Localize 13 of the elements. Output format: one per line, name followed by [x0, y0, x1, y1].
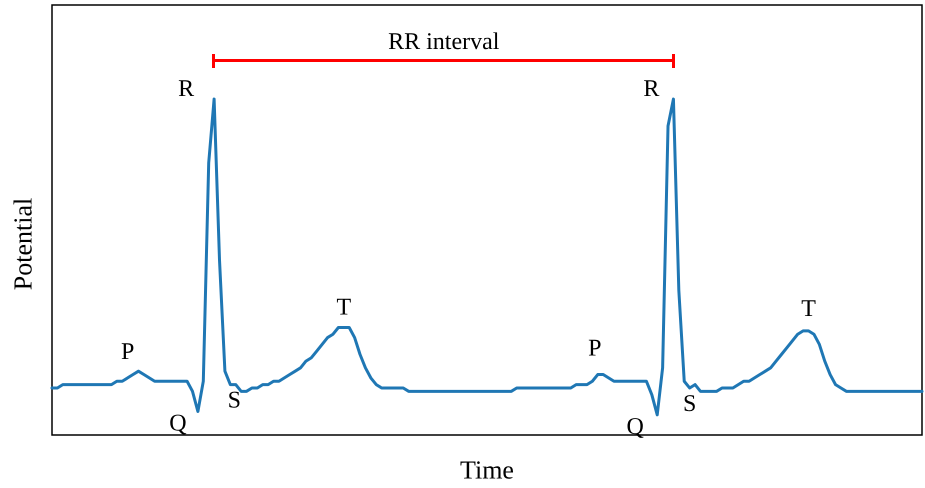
annotation: T — [336, 294, 352, 320]
x-axis-title: Time — [460, 456, 514, 484]
annotation: P — [120, 338, 134, 365]
annotation: P — [588, 336, 602, 362]
text: RR interval — [388, 29, 500, 55]
annotation: R — [178, 76, 194, 102]
y-axis-title: Potential — [8, 198, 38, 290]
annotation: Q — [626, 414, 644, 440]
annotation: Q — [169, 410, 187, 436]
annotation: S — [682, 390, 696, 417]
annotation: R — [643, 76, 660, 102]
annotation: T — [801, 296, 816, 322]
annotation: S — [228, 388, 242, 414]
